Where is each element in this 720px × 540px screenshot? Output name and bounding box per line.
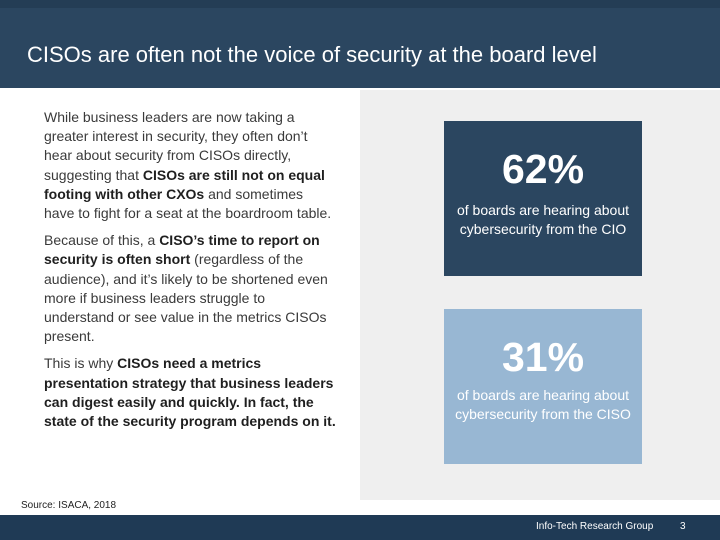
source-note: Source: ISACA, 2018 <box>21 500 117 511</box>
stat-value-ciso: 31% <box>501 334 585 380</box>
paragraph-1-text-end: and sometimes have to fight for a seat a… <box>44 185 332 222</box>
paragraph-3-text-start: This is why <box>44 355 118 372</box>
stat-description-ciso: of boards are hearing about cybersecurit… <box>455 387 631 422</box>
paragraph-2-emphasis: CISO’s time to report on security is oft… <box>44 232 320 268</box>
header-top-rule <box>0 0 720 8</box>
paragraph-2-text-end: (regardless of the audience), and it’s l… <box>44 251 328 345</box>
paragraph-1: While business leaders are now taking a … <box>44 108 336 223</box>
stat-card-ciso: 31% of boards are hearing about cybersec… <box>444 309 642 464</box>
footer-bar: Info-Tech Research Group 3 <box>0 515 720 540</box>
paragraph-1-text-start: While business leaders are now taking a … <box>44 109 308 183</box>
paragraph-3-emphasis: CISOs need a metrics presentation strate… <box>44 355 336 430</box>
header-bar: CISOs are often not the voice of securit… <box>0 0 720 88</box>
paragraph-2: Because of this, a CISO’s time to report… <box>44 231 336 346</box>
paragraph-1-emphasis: CISOs are still not on equal footing wit… <box>44 166 325 202</box>
footer-organization: Info-Tech Research Group <box>536 521 654 532</box>
stat-description-cio: of boards are hearing about cybersecurit… <box>456 202 629 237</box>
stat-card-cio: 62% of boards are hearing about cybersec… <box>444 121 642 276</box>
page-number: 3 <box>680 521 686 532</box>
body-text: While business leaders are now taking a … <box>44 108 336 439</box>
stat-value-cio: 62% <box>501 146 585 192</box>
paragraph-3: This is why CISOs need a metrics present… <box>44 354 336 431</box>
page-title: CISOs are often not the voice of securit… <box>27 42 597 67</box>
paragraph-2-text-start: Because of this, a <box>44 232 160 249</box>
